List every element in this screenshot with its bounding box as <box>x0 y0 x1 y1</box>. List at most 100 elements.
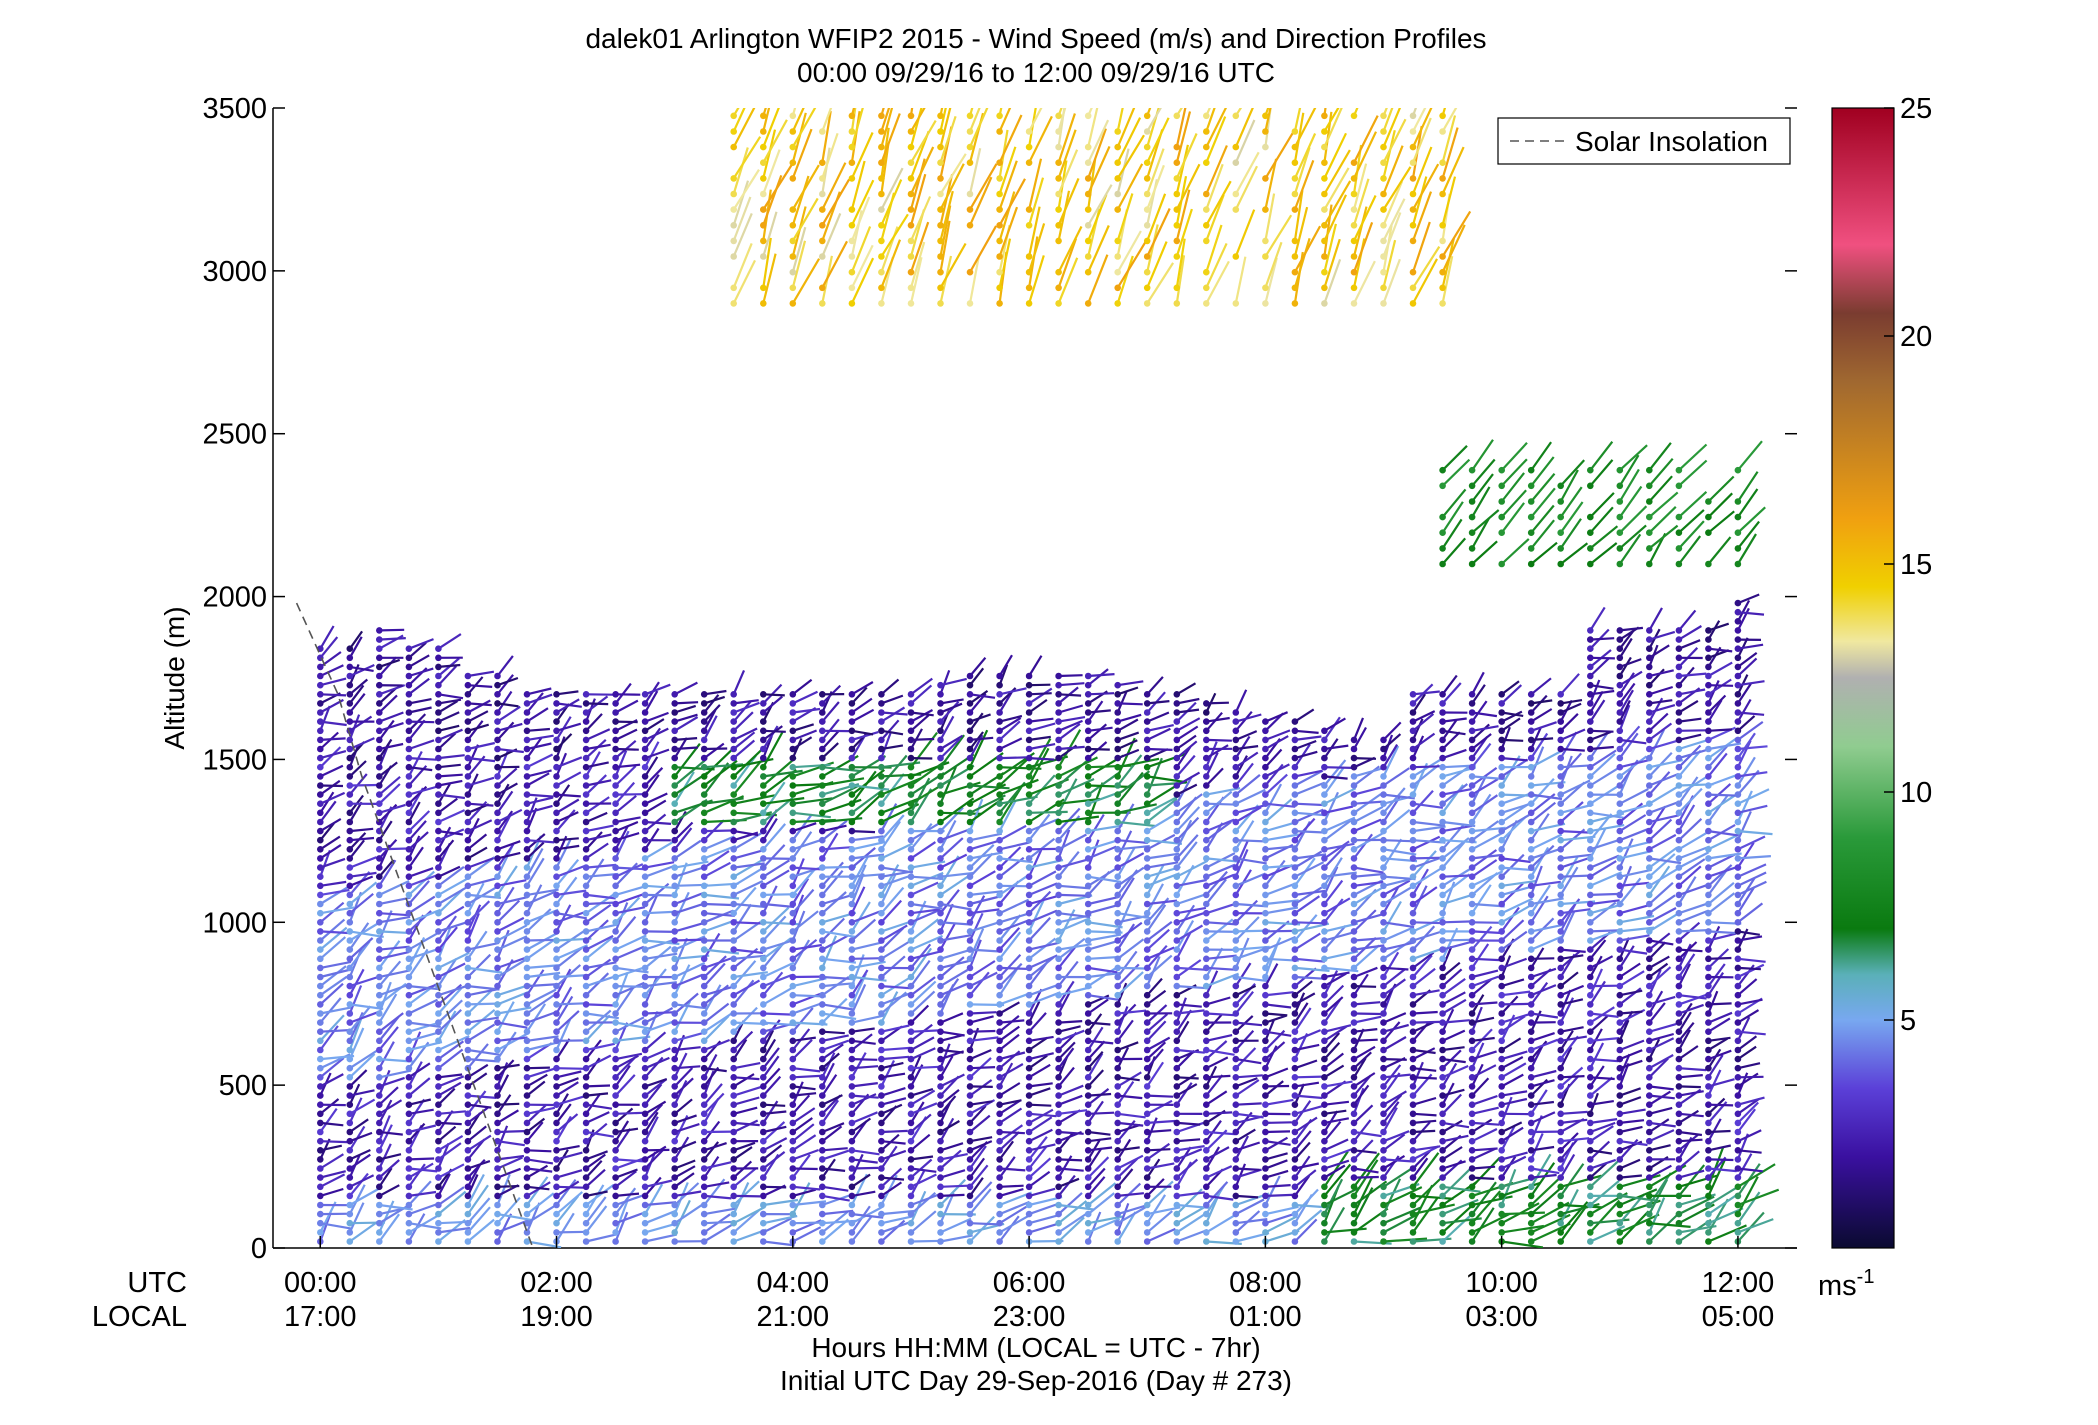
wind-barb-shaft <box>821 1062 835 1087</box>
wind-barb-shaft <box>585 1012 619 1020</box>
wind-barb-shaft <box>732 1030 754 1051</box>
wind-barb-shaft <box>1117 921 1143 942</box>
wind-barb-shaft <box>319 885 349 905</box>
wind-barb-shaft <box>1471 1212 1511 1234</box>
wind-barb-shaft <box>762 1121 786 1143</box>
wind-barb-point <box>671 691 678 698</box>
wind-barb-point <box>848 864 856 871</box>
wind-barb-shaft <box>585 842 609 860</box>
wind-barb-point <box>523 946 531 953</box>
wind-barb-shaft <box>1206 1012 1235 1017</box>
wind-barb-point <box>789 1147 797 1154</box>
wind-barb-shaft <box>1264 1215 1298 1234</box>
wind-barb-shaft <box>556 1077 579 1088</box>
wind-barb-shaft <box>467 1103 492 1109</box>
wind-barb-point <box>435 809 442 817</box>
wind-barb-point <box>730 982 737 990</box>
wind-barb-shaft <box>1353 937 1385 942</box>
wind-barb-shaft <box>821 934 850 951</box>
wind-barb-point <box>1114 1192 1121 1200</box>
wind-barb-shaft <box>851 708 875 723</box>
wind-barb-point <box>1143 745 1151 753</box>
wind-barb-shaft <box>674 1140 697 1152</box>
wind-barb-point <box>848 909 856 917</box>
wind-barb-point <box>464 782 472 789</box>
wind-barb-point <box>996 791 1003 798</box>
wind-barb-point <box>582 1074 590 1081</box>
wind-barb-shaft <box>1323 816 1356 833</box>
wind-barb-shaft <box>1205 821 1232 842</box>
wind-barb-point <box>494 773 501 780</box>
wind-barb-point <box>1468 1028 1476 1035</box>
wind-barb-point <box>937 973 944 981</box>
wind-barb-point <box>582 736 590 744</box>
wind-barb-point <box>376 736 383 744</box>
wind-barb-shaft <box>1057 829 1071 859</box>
wind-barb-shaft <box>1294 1209 1323 1234</box>
wind-barb-point <box>1468 928 1476 935</box>
wind-barb-point <box>641 718 649 725</box>
wind-barb-shaft <box>1176 911 1206 924</box>
wind-barb-shaft <box>1412 1096 1437 1106</box>
wind-barb-point <box>1114 709 1121 716</box>
wind-barb-shaft <box>1206 954 1237 960</box>
wind-barb-point <box>1321 1229 1328 1236</box>
wind-barb-point <box>464 1156 472 1163</box>
wind-barb-point <box>1203 846 1210 853</box>
wind-barb-shaft <box>1235 730 1258 741</box>
wind-barb-point <box>464 827 472 835</box>
wind-barb-point <box>1143 718 1151 725</box>
wind-barb-point <box>1468 1092 1476 1099</box>
wind-barb-shaft <box>526 994 555 1015</box>
wind-barb-shaft <box>881 1046 911 1052</box>
wind-barb-point <box>1143 909 1151 917</box>
wind-barb-point <box>878 919 885 926</box>
wind-barb-shaft <box>585 1111 610 1124</box>
wind-barb-point <box>464 873 472 880</box>
wind-barb-shaft <box>822 846 852 851</box>
wind-barb-shaft <box>526 753 554 769</box>
wind-barb-shaft <box>674 766 715 771</box>
wind-barb-point <box>435 1001 442 1008</box>
wind-barb-point <box>1173 827 1181 835</box>
wind-barb-point <box>878 1229 885 1236</box>
wind-barb-point <box>819 928 826 935</box>
wind-barb-point <box>346 946 354 953</box>
wind-barb-shaft <box>881 1055 910 1061</box>
wind-barb-shaft <box>910 908 941 915</box>
wind-barb-shaft <box>1088 1111 1115 1115</box>
wind-barb-point <box>1498 1128 1505 1136</box>
wind-barb-point <box>435 782 442 789</box>
wind-barb-shaft <box>497 1021 528 1029</box>
wind-barb-point <box>1232 818 1240 826</box>
wind-barb-point <box>1232 846 1240 853</box>
wind-barb-point <box>789 864 797 871</box>
wind-barb-shaft <box>615 763 641 769</box>
wind-barb-shaft <box>999 716 1022 732</box>
wind-barb-shaft <box>1235 872 1266 887</box>
wind-barb-point <box>1321 800 1328 807</box>
wind-barb-point <box>1055 1238 1062 1245</box>
wind-barb-point <box>671 1229 678 1236</box>
wind-barb-point <box>966 846 974 853</box>
wind-barb-point <box>523 873 531 880</box>
wind-barb-point <box>760 900 767 908</box>
wind-barb-shaft <box>615 1111 644 1115</box>
wind-barb-shaft <box>762 1137 788 1152</box>
wind-barb-shaft <box>1471 832 1502 851</box>
wind-barb-shaft <box>496 783 510 805</box>
wind-barb-shaft <box>674 892 704 906</box>
wind-barb-point <box>317 718 324 725</box>
wind-barb-point <box>1262 1110 1269 1118</box>
wind-barb-point <box>523 1183 531 1191</box>
wind-barb-shaft <box>969 1105 987 1124</box>
wind-barb-shaft <box>319 965 347 987</box>
wind-barb-point <box>523 1201 531 1209</box>
wind-barb-point <box>405 745 413 753</box>
wind-barb-shaft <box>673 1077 694 1097</box>
wind-barb-point <box>435 946 442 953</box>
wind-barb-point <box>346 836 354 844</box>
wind-barb-shaft <box>1472 1147 1498 1152</box>
wind-barb-point <box>1409 745 1417 753</box>
wind-barb-point <box>1468 1210 1476 1218</box>
